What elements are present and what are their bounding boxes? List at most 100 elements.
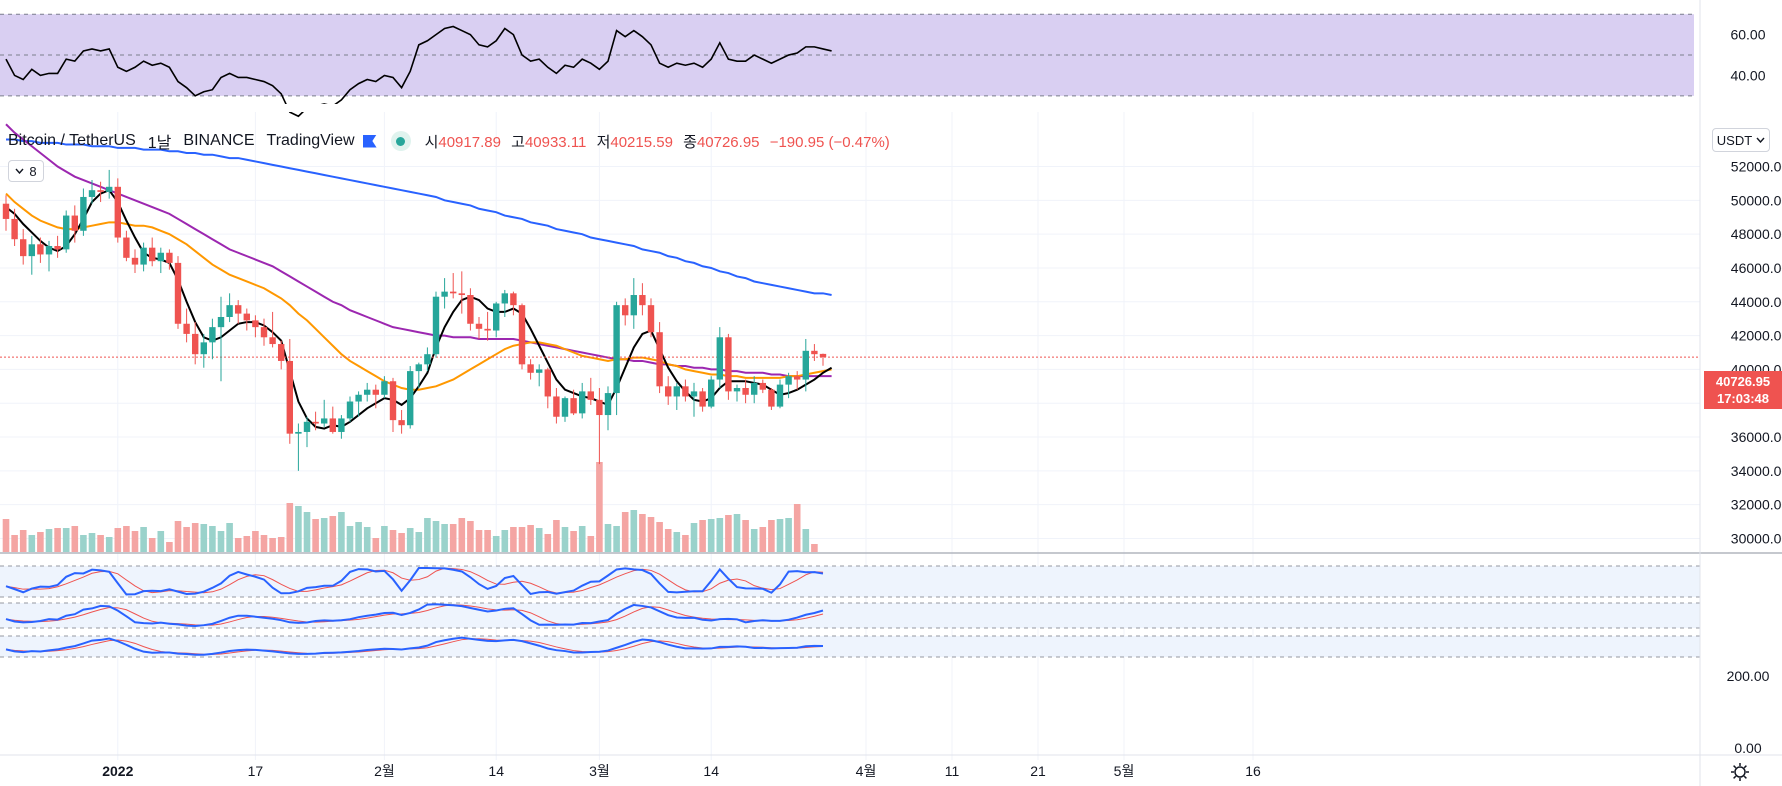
volume-bar xyxy=(71,526,79,552)
candle xyxy=(518,303,526,370)
volume-bar xyxy=(363,527,371,552)
flag-icon[interactable] xyxy=(362,134,377,148)
candle-body xyxy=(432,296,440,355)
price-tick-label: 46000.00 xyxy=(1731,260,1782,276)
last-price-label: 40726.95 17:03:48 xyxy=(1704,371,1782,409)
candle-body xyxy=(690,391,698,397)
candle-body xyxy=(114,186,121,238)
candle xyxy=(97,181,104,203)
candle xyxy=(725,333,732,400)
candle-body xyxy=(630,295,637,316)
interval-label[interactable]: 1날 xyxy=(147,135,172,152)
volume-bar xyxy=(191,523,199,552)
osc-signal-line xyxy=(5,604,824,626)
candle xyxy=(759,379,766,394)
candle-body xyxy=(295,431,302,434)
candle xyxy=(501,289,508,317)
price-tick-label: 34000.00 xyxy=(1731,463,1782,479)
candle xyxy=(802,338,809,392)
volume-bar xyxy=(346,526,354,552)
candle-body xyxy=(80,196,87,231)
volume-bar xyxy=(80,535,87,552)
candle xyxy=(2,195,10,231)
candle-body xyxy=(811,350,818,355)
candle xyxy=(123,230,130,262)
price-tick-label: 48000.00 xyxy=(1731,226,1782,242)
volume-bar xyxy=(553,520,560,552)
low-label: 저 xyxy=(596,133,611,151)
candle xyxy=(475,316,483,339)
candle-body xyxy=(510,293,517,306)
candle xyxy=(88,180,96,204)
candle-body xyxy=(458,293,465,296)
candle-body xyxy=(321,418,328,424)
candle xyxy=(286,338,293,444)
volume-bar xyxy=(234,538,242,552)
volume-bar xyxy=(424,518,431,552)
candle-body xyxy=(424,354,431,365)
rsi-band xyxy=(0,14,1694,96)
candle-body xyxy=(527,364,534,373)
candle-body xyxy=(140,247,147,265)
market-status-icon[interactable] xyxy=(390,131,411,151)
candle-body xyxy=(303,421,311,432)
candle xyxy=(604,386,612,431)
candle xyxy=(544,367,551,409)
candle-body xyxy=(647,305,655,333)
time-tick-label: 14 xyxy=(488,763,504,779)
gear-icon[interactable] xyxy=(1730,762,1750,782)
time-tick-label: 17 xyxy=(248,763,264,779)
volume-bar xyxy=(123,526,130,552)
time-tick-label: 2월 xyxy=(374,763,395,779)
volume-bar xyxy=(759,527,767,552)
candle-body xyxy=(200,342,207,355)
symbol-pair[interactable]: Bitcoin / TetherUS xyxy=(8,132,136,149)
volume-bar xyxy=(295,506,302,552)
candle xyxy=(355,391,362,417)
osc-band xyxy=(0,566,1700,597)
candle xyxy=(785,372,792,399)
indicators-collapse-button[interactable]: 8 xyxy=(8,160,44,182)
candle xyxy=(114,178,121,243)
volume-bar xyxy=(656,522,663,552)
volume-bar xyxy=(88,533,96,552)
price-tick-label: 42000.00 xyxy=(1731,328,1782,344)
volume-bar xyxy=(338,512,345,552)
volume-bar xyxy=(811,544,818,552)
candle-body xyxy=(622,305,629,316)
osc-main-line xyxy=(5,567,824,596)
volume-bar xyxy=(647,517,655,552)
volume-bar xyxy=(45,529,53,552)
candles[interactable] xyxy=(2,169,827,471)
source-label: TradingView xyxy=(266,132,355,149)
candle-body xyxy=(278,344,285,361)
volume-bar xyxy=(561,527,569,552)
volume-bar xyxy=(406,528,414,552)
candle-body xyxy=(751,382,758,395)
candle-body xyxy=(441,291,448,297)
candle-body xyxy=(819,353,827,358)
candle xyxy=(209,318,216,360)
open-label: 시 xyxy=(424,133,439,151)
volume-bar xyxy=(329,516,337,552)
candle-body xyxy=(579,391,586,414)
candle-body xyxy=(450,291,457,294)
candle xyxy=(364,382,371,402)
candle-body xyxy=(54,245,61,250)
candle-body xyxy=(346,401,354,419)
candle xyxy=(321,399,328,427)
osc-tick-label: 0.00 xyxy=(1734,740,1761,756)
candle xyxy=(665,376,672,405)
candle-body xyxy=(716,337,723,380)
candle-body xyxy=(260,327,268,338)
price-tick-label: 36000.00 xyxy=(1731,429,1782,445)
volume-bar xyxy=(673,532,681,552)
currency-selector[interactable]: USDT xyxy=(1712,128,1770,152)
volume-bar xyxy=(785,518,792,552)
candle xyxy=(20,229,27,265)
volume-bar xyxy=(415,532,423,552)
price-grid xyxy=(0,112,1700,760)
candle xyxy=(381,376,388,399)
osc-band xyxy=(0,636,1700,657)
